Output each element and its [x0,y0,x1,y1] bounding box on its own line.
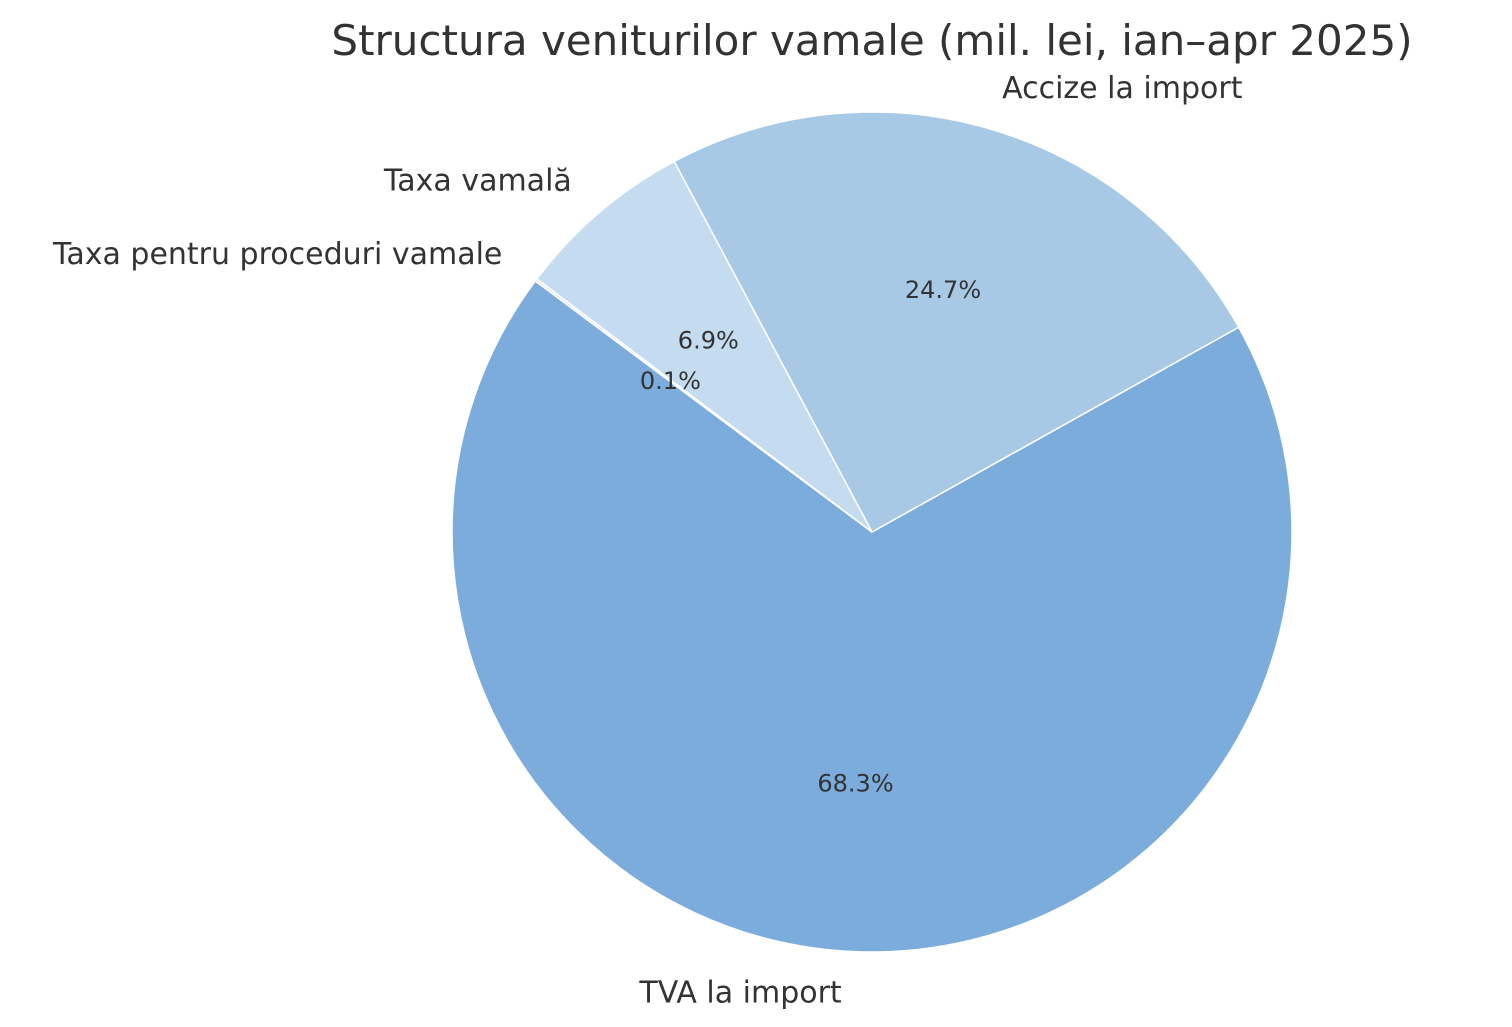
pie-slice-accize-la-import [673,111,1240,534]
slice-label-accize-la-import: Accize la import [1002,71,1243,106]
percent-label-tva-la-import: 68.3% [817,770,893,798]
slice-labels: TVA la import Accize la import Taxa vamală… [52,71,1243,1010]
pie-slice-tva-la-import [451,279,1293,953]
slice-label-taxa-pentru-proceduri-vamale: Taxa pentru proceduri vamale [52,237,502,272]
percent-label-accize-la-import: 24.7% [905,276,981,304]
pie-slice-taxa-vamala [535,160,873,533]
slice-label-tva-la-import: TVA la import [638,976,842,1011]
percent-label-taxa-pentru-proceduri-vamale: 0.1% [640,367,701,395]
percent-label-taxa-vamala: 6.9% [678,326,739,354]
pie-slice-taxa-pentru-proceduri-vamale [534,277,873,533]
chart-title: Structura veniturilor vamale (mil. lei, … [331,16,1412,65]
pie-slices [451,111,1293,953]
percent-labels: 68.3% 24.7% 6.9% 0.1% [640,276,981,797]
slice-label-taxa-vamala: Taxa vamală [383,163,572,198]
